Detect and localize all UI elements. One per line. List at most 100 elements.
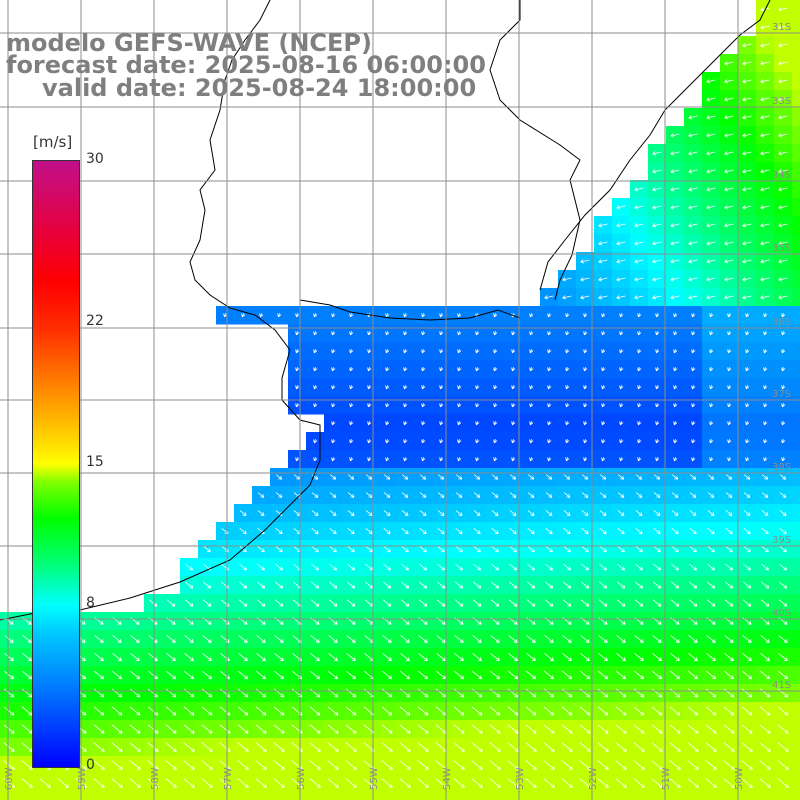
wind-arrow xyxy=(543,742,555,752)
wind-arrow xyxy=(453,724,465,734)
wind-arrow xyxy=(673,330,678,336)
wind-speed-cell xyxy=(108,792,127,800)
wind-arrow xyxy=(759,724,771,734)
wind-arrow xyxy=(655,348,660,354)
wind-arrow xyxy=(724,295,734,300)
wind-arrow xyxy=(760,187,770,192)
wind-arrow xyxy=(745,456,750,462)
wind-arrow xyxy=(165,760,177,770)
wind-arrow xyxy=(472,635,482,643)
wind-arrow xyxy=(724,670,735,680)
wind-arrow xyxy=(347,492,355,498)
wind-arrow xyxy=(599,545,607,553)
wind-arrow xyxy=(563,545,571,553)
wind-arrow xyxy=(311,563,320,571)
wind-arrow xyxy=(741,724,753,734)
wind-arrow xyxy=(688,277,698,282)
wind-arrow xyxy=(112,670,123,680)
wind-arrow xyxy=(166,652,176,662)
wind-arrow xyxy=(295,312,300,318)
wind-arrow xyxy=(543,724,555,734)
wind-arrow xyxy=(688,115,698,120)
wind-arrow xyxy=(417,760,429,770)
wind-arrow xyxy=(634,599,644,607)
latitude-label: 31S xyxy=(772,22,791,33)
wind-arrow xyxy=(653,474,661,480)
wind-arrow xyxy=(616,241,626,246)
wind-arrow xyxy=(183,688,195,698)
wind-arrow xyxy=(581,510,589,516)
wind-arrow xyxy=(4,652,14,662)
wind-arrow xyxy=(652,169,662,174)
wind-arrow xyxy=(455,474,463,480)
wind-arrow xyxy=(309,778,321,788)
wind-arrow xyxy=(493,366,498,372)
wind-arrow xyxy=(313,366,318,372)
wind-arrow xyxy=(166,599,176,607)
longitude-label: 56W xyxy=(296,767,307,790)
wind-arrow xyxy=(725,510,733,516)
wind-arrow xyxy=(742,259,752,264)
wind-arrow xyxy=(619,366,624,372)
wind-arrow xyxy=(778,277,788,282)
wind-speed-cell xyxy=(504,792,523,800)
wind-arrow xyxy=(382,599,392,607)
wind-arrow xyxy=(742,133,752,138)
wind-arrow xyxy=(21,724,33,734)
wind-arrow xyxy=(760,169,770,174)
wind-arrow xyxy=(580,652,590,662)
wind-arrow xyxy=(759,742,771,752)
wind-arrow xyxy=(147,778,159,788)
wind-arrow xyxy=(455,545,463,553)
wind-arrow xyxy=(383,545,391,553)
wind-speed-cell xyxy=(630,792,649,800)
wind-arrow xyxy=(166,635,176,643)
longitude-label: 59W xyxy=(77,767,88,790)
wind-arrow xyxy=(529,384,534,390)
wind-speed-cell xyxy=(792,18,800,37)
wind-arrow xyxy=(781,312,786,318)
wind-speed-cell xyxy=(252,792,271,800)
wind-arrow xyxy=(547,456,552,462)
wind-arrow xyxy=(705,742,717,752)
wind-arrow xyxy=(742,97,752,102)
colorbar-tick-label: 8 xyxy=(86,595,95,612)
wind-arrow xyxy=(329,510,337,516)
wind-arrow xyxy=(491,474,499,480)
wind-arrow xyxy=(637,384,642,390)
wind-arrow xyxy=(273,706,285,716)
wind-arrow xyxy=(381,724,393,734)
wind-arrow xyxy=(329,527,337,535)
wind-arrow xyxy=(689,563,698,571)
wind-arrow xyxy=(778,187,788,192)
wind-arrow xyxy=(112,652,122,662)
wind-speed-cell xyxy=(792,108,800,127)
wind-arrow xyxy=(670,205,680,210)
wind-arrow xyxy=(688,295,698,300)
wind-arrow xyxy=(367,348,372,354)
valid-date: valid date: 2025-08-24 18:00:00 xyxy=(42,74,477,102)
wind-arrow xyxy=(580,259,590,264)
wind-arrow xyxy=(724,581,734,589)
wind-arrow xyxy=(655,420,660,426)
wind-arrow xyxy=(778,223,788,228)
wind-arrow xyxy=(382,635,392,643)
wind-arrow xyxy=(617,563,626,571)
wind-arrow xyxy=(547,312,552,318)
wind-speed-cell xyxy=(792,72,800,91)
wind-arrow xyxy=(619,456,624,462)
wind-arrow xyxy=(453,778,465,788)
wind-arrow xyxy=(274,652,284,662)
wind-arrow xyxy=(742,635,752,643)
wind-arrow xyxy=(383,527,391,535)
wind-arrow xyxy=(545,492,553,498)
wind-arrow xyxy=(725,474,733,480)
wind-arrow xyxy=(781,384,786,390)
wind-arrow xyxy=(313,312,318,318)
wind-arrow xyxy=(475,420,480,426)
wind-arrow xyxy=(760,43,770,48)
wind-arrow xyxy=(202,581,212,589)
wind-arrow xyxy=(547,384,552,390)
wind-arrow xyxy=(475,402,480,408)
